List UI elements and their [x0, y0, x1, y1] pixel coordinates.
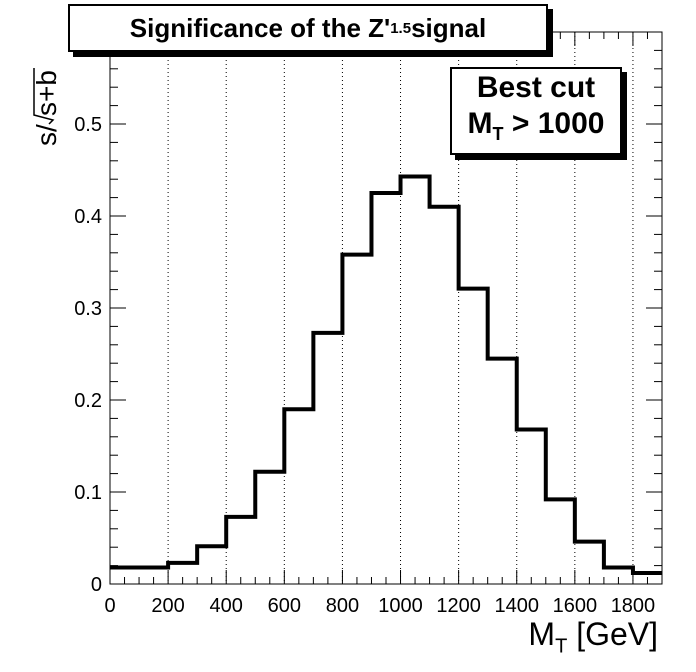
x-tick-label: 400 [210, 595, 243, 617]
y-tick-label: 0.2 [74, 390, 102, 412]
x-axis-label-sub: T [555, 635, 568, 658]
y-tick-label: 0 [91, 574, 102, 596]
x-axis-label: MT [GeV] [528, 616, 658, 658]
best-cut-annotation: Best cut MT > 1000 [450, 67, 622, 155]
x-tick-label: 200 [151, 595, 184, 617]
x-tick-label: 1000 [378, 595, 423, 617]
y-tick-label: 0.3 [74, 298, 102, 320]
y-tick-label: 0.5 [74, 114, 102, 136]
y-tick-label: 0.1 [74, 482, 102, 504]
significance-histogram [110, 174, 662, 575]
x-tick-label: 1200 [436, 595, 481, 617]
y-axis-label-radicand: s+b [31, 70, 62, 116]
chart-title-suffix: signal [411, 12, 487, 43]
x-tick-label: 0 [104, 595, 115, 617]
y-axis-label: s/ s+b [31, 68, 62, 146]
chart-title-prefix: Significance of the Z' [129, 12, 391, 43]
x-tick-label: 800 [326, 595, 359, 617]
y-tick-label: 0.4 [74, 206, 102, 228]
chart-title-subscript: 1.5 [390, 19, 412, 37]
x-tick-label: 600 [268, 595, 301, 617]
best-cut-line2: MT > 1000 [468, 106, 605, 152]
chart-title: Significance of the Z' 1.5 signal [68, 4, 548, 52]
best-cut-var: M [467, 107, 493, 140]
best-cut-line1: Best cut [476, 71, 596, 104]
x-tick-label: 1800 [611, 595, 656, 617]
x-tick-label: 1400 [494, 595, 539, 617]
best-cut-value: > 1000 [503, 107, 605, 140]
x-axis-label-main: M [528, 616, 556, 652]
x-tick-label: 1600 [553, 595, 598, 617]
sqrt-sign [33, 68, 55, 125]
y-axis-label-prefix: s/ [31, 124, 62, 146]
x-axis-label-rest: [GeV] [567, 616, 658, 652]
y-axis: 0 0.1 0.2 0.3 0.4 0.5 [74, 49, 662, 596]
best-cut-var-sub: T [492, 124, 504, 144]
